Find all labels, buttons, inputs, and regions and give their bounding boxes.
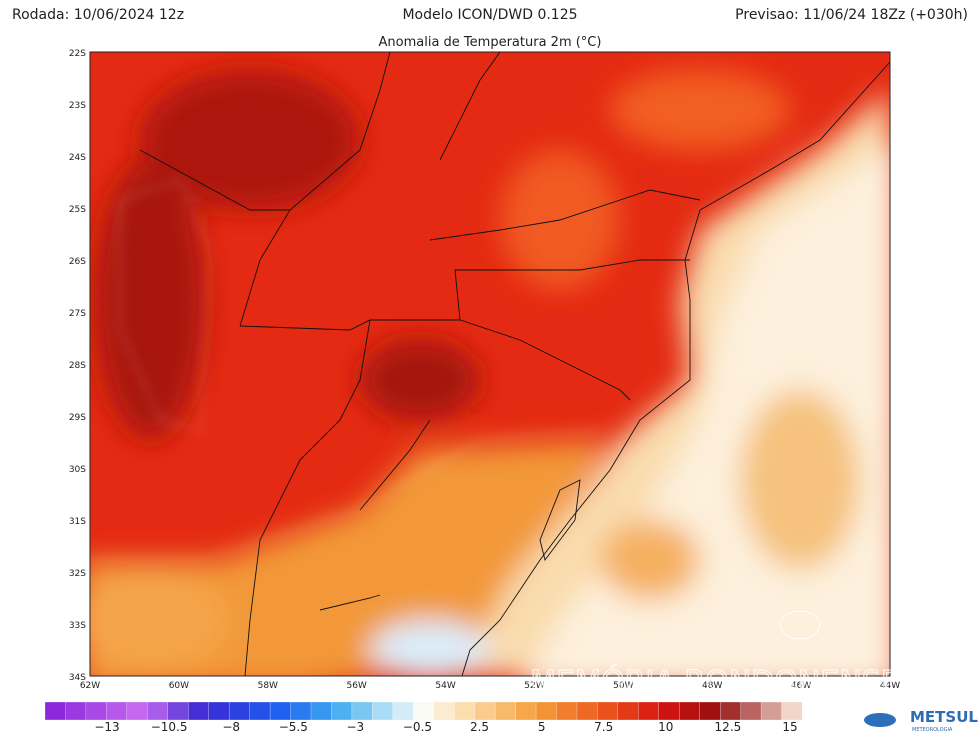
colorbar-cell [413,701,435,721]
colorbar-label: 5 [538,720,546,734]
colorbar-cell [351,701,373,721]
colorbar-label: 2.5 [470,720,489,734]
colorbar-cell [372,701,394,721]
colorbar-cell [679,701,701,721]
lat-label: 32S [69,569,86,579]
colorbar-label: −3 [347,720,365,734]
lon-label: 60W [169,681,189,691]
colorbar-label: −5.5 [279,720,308,734]
lat-label: 23S [69,101,86,111]
colorbar-cell [638,701,660,721]
colorbar-cell [454,701,476,721]
colorbar-cell [392,701,414,721]
anomaly-field [90,52,890,676]
colorbar-cell [310,701,332,721]
map-frame [89,51,891,677]
colorbar-cell [147,701,169,721]
colorbar-label: 15 [782,720,797,734]
colorbar-label: −13 [94,720,119,734]
colorbar-cell [781,701,803,721]
colorbar-cell [433,701,455,721]
lat-label: 22S [69,49,86,59]
colorbar-cell [188,701,210,721]
lat-label: 34S [69,673,86,683]
colorbar-cell [760,701,782,721]
colorbar-cell [331,701,353,721]
model-name: Modelo ICON/DWD 0.125 [402,7,577,23]
colorbar-label: −0.5 [403,720,432,734]
lat-label: 30S [69,465,86,475]
lon-label: 50W [613,681,633,691]
lat-label: 26S [69,257,86,267]
lat-label: 33S [69,621,86,631]
lon-label: 46W [791,681,811,691]
colorbar-label: 10 [658,720,673,734]
run-time: Rodada: 10/06/2024 12z [12,7,184,23]
lat-label: 29S [69,413,86,423]
colorbar-cell [85,701,107,721]
colorbar-cell [290,701,312,721]
lon-label: 58W [258,681,278,691]
colorbar-cell [494,701,517,721]
colorbar-label: 7.5 [594,720,613,734]
colorbar-cell [556,701,578,721]
logo-tagline: METEOROLOGIA [912,727,953,733]
watermark: MEMÓRIA RONDONENSE [530,663,900,700]
lon-label: 56W [346,681,366,691]
colorbar-cell [269,701,291,721]
colorbar-cell [106,701,128,721]
colorbar-label: −10.5 [151,720,188,734]
colorbar-cell [126,701,148,721]
lat-label: 25S [69,205,86,215]
colorbar-cell [576,701,598,721]
lat-label: 24S [69,153,86,163]
colorbar-cell [658,701,680,721]
lon-label: 62W [80,681,100,691]
colorbar-cell [535,701,557,721]
forecast-time: Previsao: 11/06/24 18Zz (+030h) [735,7,968,23]
lon-label: 52W [524,681,544,691]
logo-icon [864,713,896,727]
colorbar-cell [167,701,189,721]
colorbar-cell [515,701,537,721]
lat-label: 28S [69,361,86,371]
lat-label: 31S [69,517,86,527]
borders [139,52,890,676]
colorbar-cell [617,701,639,721]
colorbar-cell [44,701,66,721]
colorbar-cell [65,701,87,721]
colorbar-cell [597,701,619,721]
lon-label: 44W [880,681,900,691]
lat-label: 27S [69,309,86,319]
logo-name: METSUL [910,708,978,726]
colorbar-cell [474,701,496,721]
lon-label: 48W [702,681,722,691]
colorbar-cell [720,701,742,721]
colorbar-cell [249,701,271,721]
colorbar-label: −8 [222,720,240,734]
colorbar-cell [228,701,251,721]
colorbar-label: 12.5 [715,720,742,734]
colorbar-cell [740,701,762,721]
map-title: Anomalia de Temperatura 2m (°C) [379,35,602,50]
colorbar-cell [699,701,721,721]
colorbar-cell [208,701,230,721]
lon-label: 54W [435,681,455,691]
